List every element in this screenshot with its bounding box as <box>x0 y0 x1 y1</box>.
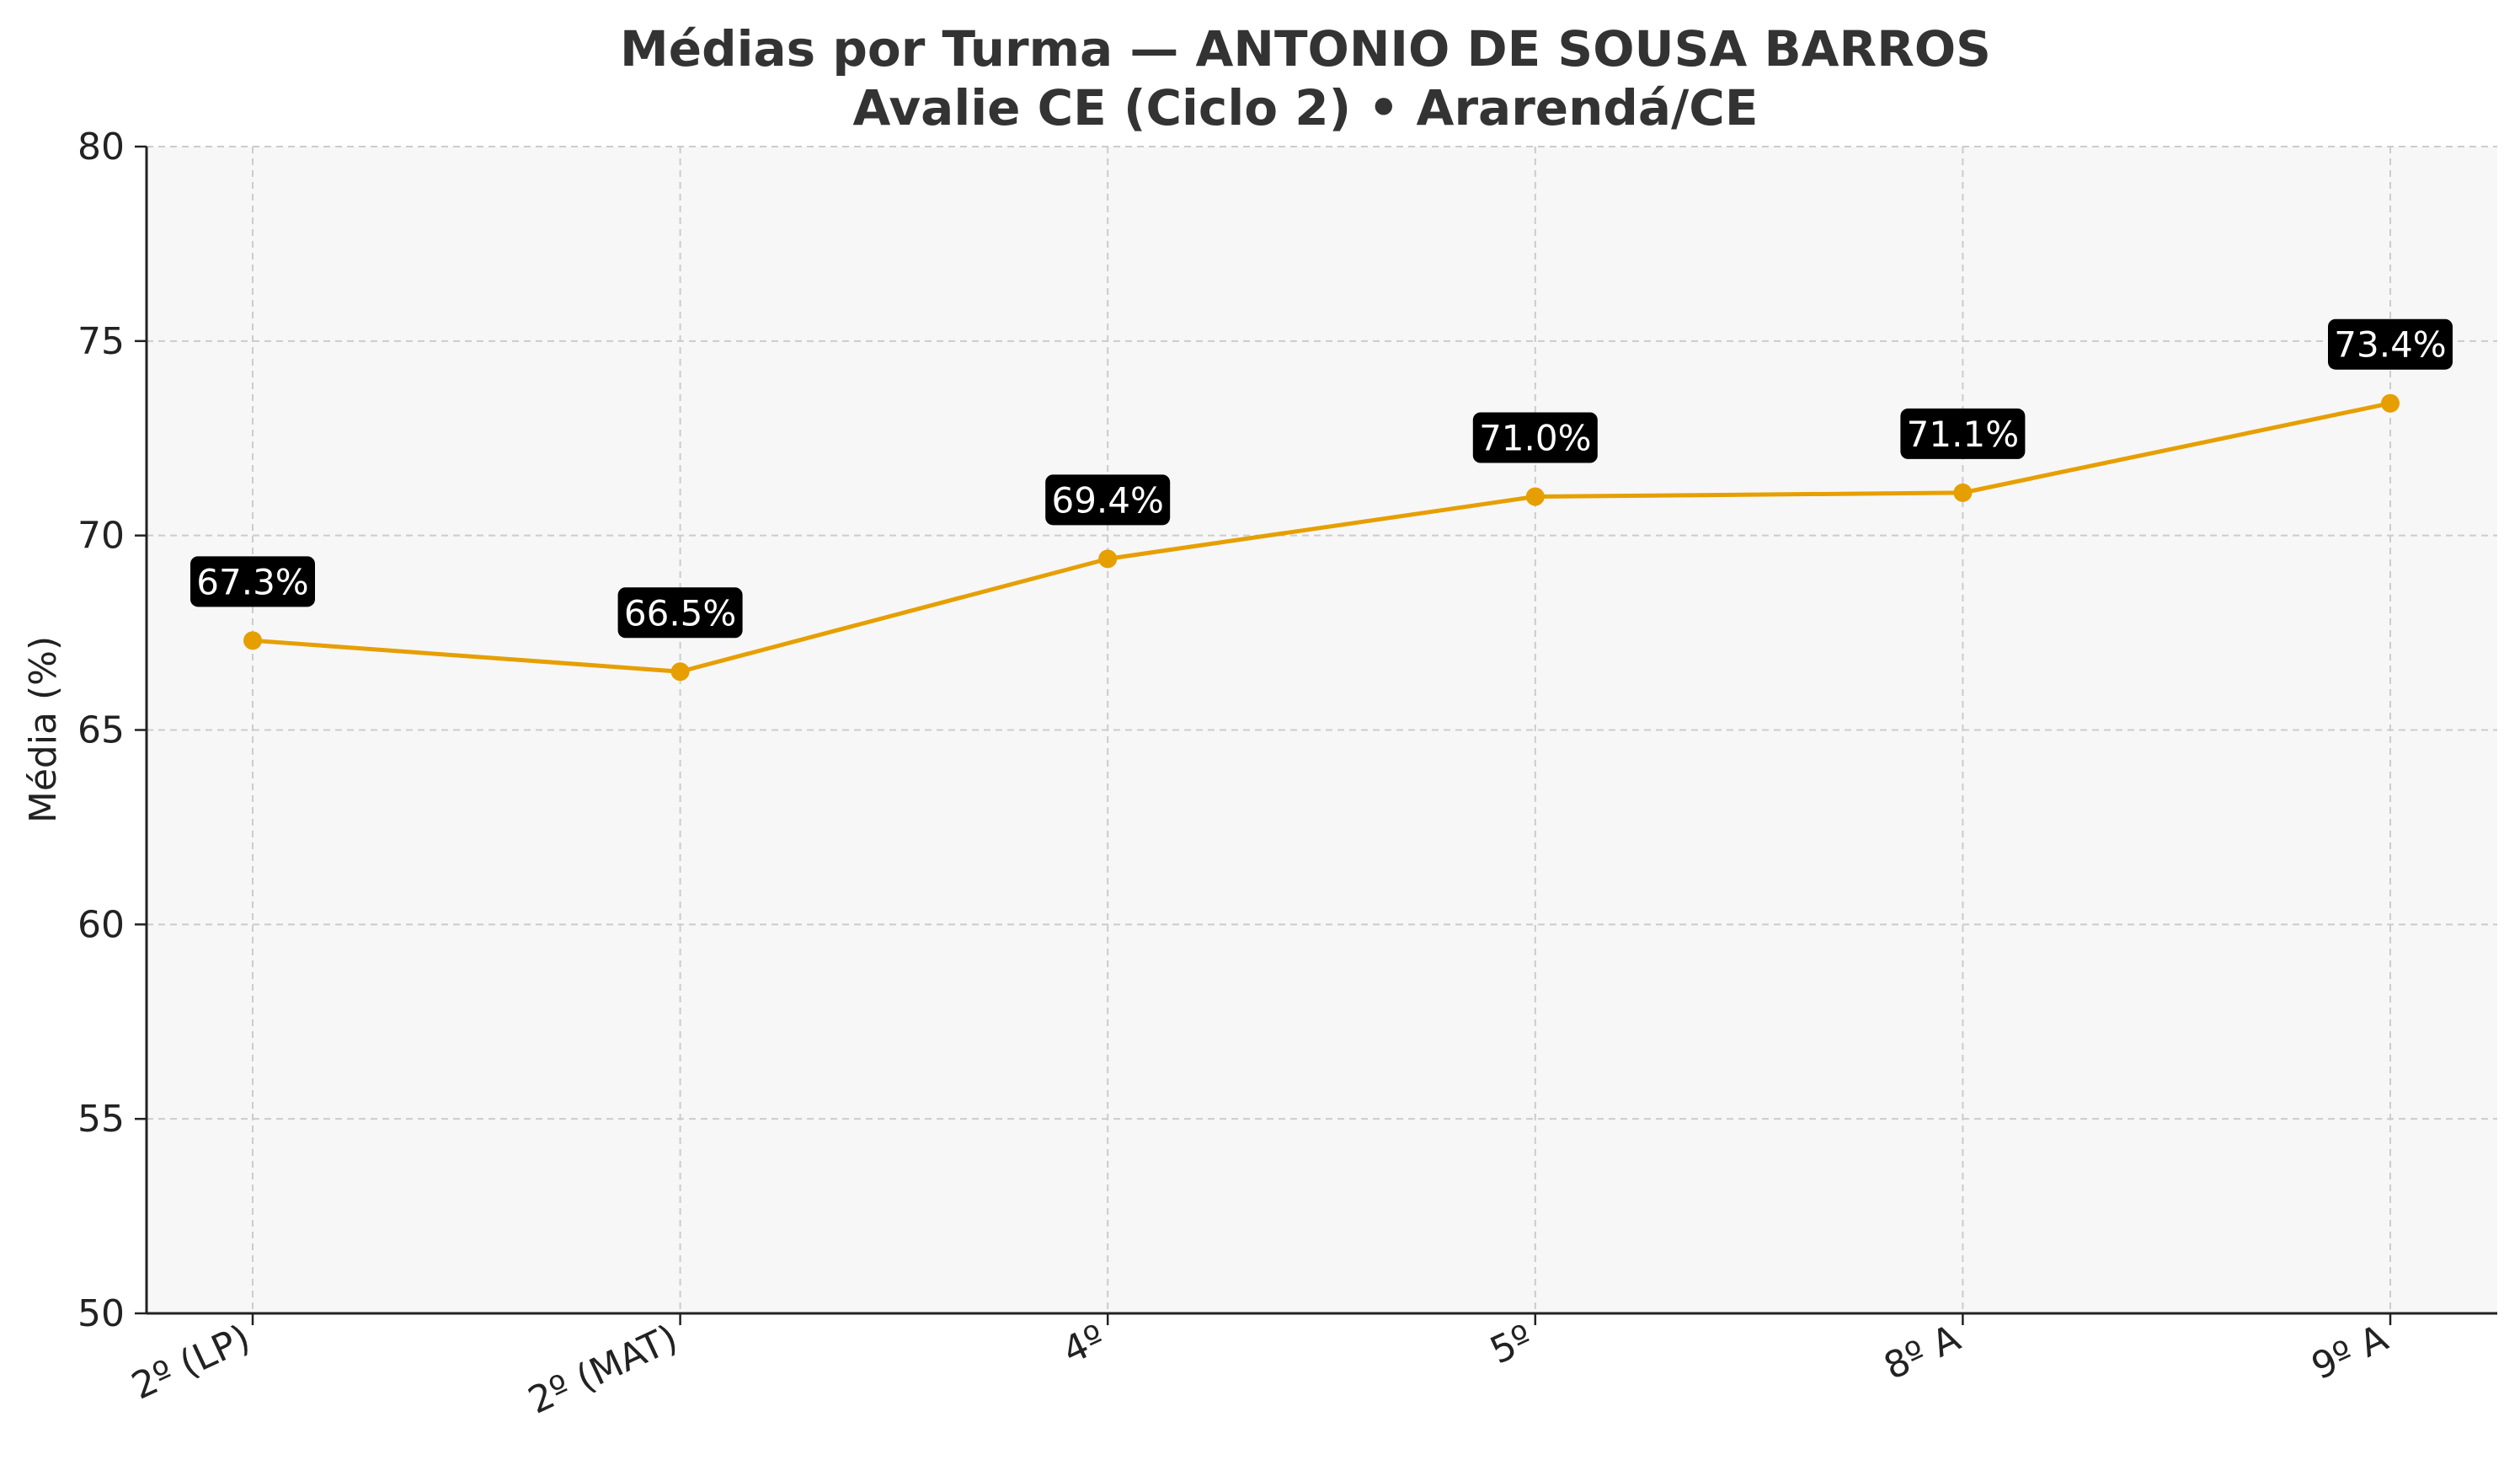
data-point <box>1098 549 1118 569</box>
data-label: 67.3% <box>196 561 308 602</box>
x-tick-label: 4º <box>1056 1317 1112 1373</box>
data-label-box <box>190 556 315 607</box>
data-label: 71.0% <box>1479 418 1591 459</box>
data-label-box <box>1472 412 1598 463</box>
y-tick-label: 80 <box>77 126 125 168</box>
data-label-box <box>1900 408 2026 459</box>
x-tick-label: 9º A <box>2305 1317 2395 1388</box>
chart-subtitle: Avalie CE (Ciclo 2) • Ararendá/CE <box>853 79 1759 136</box>
data-label-box <box>1045 474 1171 526</box>
data-point <box>670 662 690 682</box>
data-point <box>2381 393 2400 413</box>
data-label: 71.1% <box>1907 414 2019 455</box>
series-line <box>252 401 2391 674</box>
y-axis-label: Média (%) <box>22 636 65 823</box>
y-tick-label: 65 <box>77 709 125 752</box>
data-label: 73.4% <box>2334 324 2446 366</box>
y-tick-label: 70 <box>77 515 125 558</box>
data-point <box>1525 487 1545 506</box>
y-tick-label: 75 <box>77 320 125 363</box>
chart-title: Médias por Turma — ANTONIO DE SOUSA BARR… <box>620 20 1991 78</box>
x-tick-label: 2º (MAT) <box>522 1317 684 1423</box>
y-tick-label: 60 <box>77 903 125 946</box>
data-label: 69.4% <box>1051 479 1163 521</box>
data-label-box <box>617 587 743 639</box>
data-labels: 67.3% 66.5% 69.4% 71.0% 71.1% 73.4% <box>190 318 2453 639</box>
y-tick-label: 50 <box>77 1292 125 1335</box>
x-tick-label: 2º (LP) <box>125 1317 257 1409</box>
data-point <box>1953 483 1973 502</box>
series <box>243 393 2400 682</box>
data-label: 66.5% <box>624 592 736 634</box>
x-tick-label: 8º A <box>1877 1317 1967 1388</box>
data-point <box>243 631 262 650</box>
y-tick-label: 55 <box>77 1098 125 1141</box>
data-label-box <box>2328 318 2453 370</box>
x-tick-label: 5º <box>1484 1317 1540 1373</box>
